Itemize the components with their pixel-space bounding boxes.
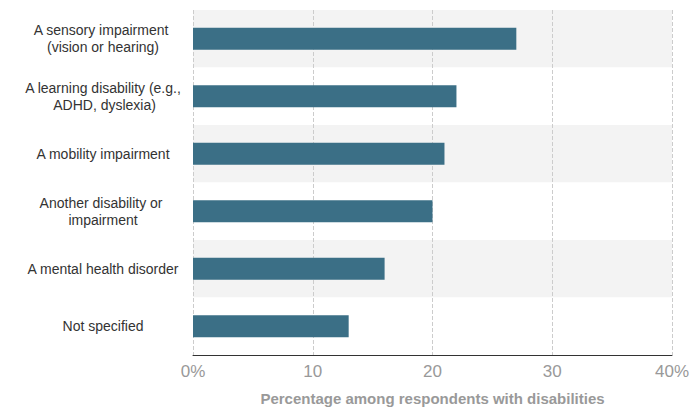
svg-text:impairment: impairment	[68, 212, 137, 228]
svg-text:A learning disability (e.g.,: A learning disability (e.g.,	[25, 80, 181, 96]
svg-text:A mental health disorder: A mental health disorder	[28, 261, 179, 277]
svg-text:A mobility impairment: A mobility impairment	[36, 146, 169, 162]
svg-text:Not specified: Not specified	[63, 318, 144, 334]
svg-text:40%: 40%	[655, 362, 689, 381]
svg-text:0%: 0%	[181, 362, 206, 381]
svg-text:(vision or hearing): (vision or hearing)	[47, 39, 159, 55]
svg-text:Percentage among respondents w: Percentage among respondents with disabi…	[260, 390, 604, 407]
svg-text:20: 20	[423, 362, 442, 381]
svg-text:10: 10	[303, 362, 322, 381]
svg-text:30: 30	[543, 362, 562, 381]
svg-text:A sensory impairment: A sensory impairment	[34, 22, 173, 38]
svg-text:Another disability or: Another disability or	[40, 195, 167, 211]
svg-text:ADHD, dyslexia): ADHD, dyslexia)	[50, 97, 156, 113]
